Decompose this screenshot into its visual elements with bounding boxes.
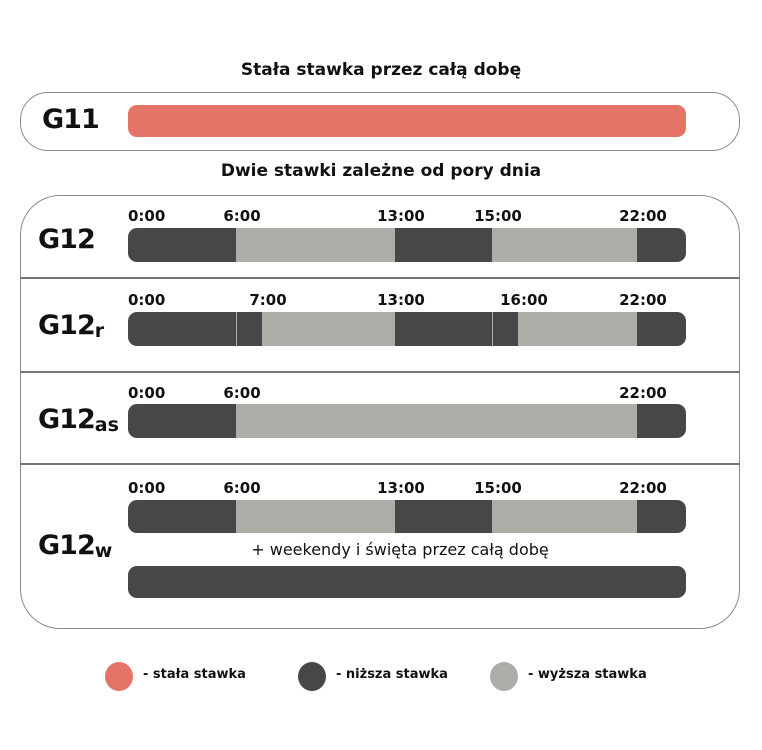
hour-label: 22:00 xyxy=(619,207,667,225)
rate-bar xyxy=(128,228,686,262)
hour-label: 0:00 xyxy=(128,384,166,402)
tariff-code-main: G12 xyxy=(38,224,96,255)
hour-label: 6:00 xyxy=(223,207,261,225)
two-rate-box xyxy=(20,195,740,629)
divider xyxy=(20,371,740,373)
tariff-code-main: G11 xyxy=(42,104,100,135)
rate-bar xyxy=(128,105,686,137)
legend-label: - stała stawka xyxy=(143,667,246,682)
tariff-code: G11 xyxy=(42,104,100,135)
hour-label: 15:00 xyxy=(474,479,522,497)
tariff-code-suffix: w xyxy=(94,540,113,562)
legend-swatch-high xyxy=(490,662,518,691)
divider xyxy=(20,463,740,465)
hour-label: 0:00 xyxy=(128,291,166,309)
g11-box xyxy=(20,92,740,151)
tariff-code: G12as xyxy=(38,404,119,436)
hour-label: 0:00 xyxy=(128,479,166,497)
rate-segment-low xyxy=(128,500,236,533)
rate-segment-low xyxy=(236,312,263,346)
rate-segment-low xyxy=(395,500,492,533)
rate-segment-high xyxy=(236,228,395,262)
tariff-code: G12 xyxy=(38,224,96,255)
rate-segment-high xyxy=(492,228,637,262)
rate-segment-low xyxy=(395,228,492,262)
rate-bar xyxy=(128,566,686,598)
rate-segment-low xyxy=(128,566,686,598)
section-title-fixed: Stała stawka przez całą dobę xyxy=(240,60,522,80)
tariff-code: G12r xyxy=(38,310,105,342)
hour-label: 13:00 xyxy=(377,207,425,225)
rate-bar xyxy=(128,312,686,346)
rate-bar xyxy=(128,500,686,533)
hour-label: 6:00 xyxy=(223,479,261,497)
rate-segment-fixed xyxy=(128,105,686,137)
section-title-two-rates: Dwie stawki zależne od pory dnia xyxy=(220,161,542,181)
tariff-code-main: G12 xyxy=(38,404,96,435)
rate-segment-high xyxy=(262,312,395,346)
tariff-code-suffix: r xyxy=(94,320,105,342)
hour-label: 15:00 xyxy=(474,207,522,225)
rate-segment-low xyxy=(637,228,686,262)
rate-segment-low xyxy=(492,312,519,346)
hour-label: 22:00 xyxy=(619,479,667,497)
hour-label: 16:00 xyxy=(500,291,548,309)
hour-label: 13:00 xyxy=(377,479,425,497)
hour-label: 22:00 xyxy=(619,291,667,309)
tariff-code: G12w xyxy=(38,530,113,562)
rate-segment-high xyxy=(236,500,395,533)
rate-segment-low xyxy=(637,404,686,438)
rate-segment-high xyxy=(518,312,637,346)
hour-label: 13:00 xyxy=(377,291,425,309)
rate-segment-low xyxy=(395,312,492,346)
rate-segment-low xyxy=(637,312,686,346)
tariff-code-main: G12 xyxy=(38,310,96,341)
tariff-code-suffix: as xyxy=(94,414,119,436)
rate-segment-low xyxy=(128,404,236,438)
rate-segment-low xyxy=(128,312,236,346)
hour-label: 0:00 xyxy=(128,207,166,225)
hour-label: 6:00 xyxy=(223,384,261,402)
tariff-code-main: G12 xyxy=(38,530,96,561)
rate-segment-low xyxy=(128,228,236,262)
hour-label: 7:00 xyxy=(249,291,287,309)
weekend-note: + weekendy i święta przez całą dobę xyxy=(251,540,549,559)
legend-label: - wyższa stawka xyxy=(528,667,647,682)
hour-label: 22:00 xyxy=(619,384,667,402)
rate-segment-high xyxy=(236,404,637,438)
rate-bar xyxy=(128,404,686,438)
rate-segment-low xyxy=(637,500,686,533)
rate-segment-high xyxy=(492,500,637,533)
legend-swatch-low xyxy=(298,662,326,691)
legend-swatch-fixed xyxy=(105,662,133,691)
divider xyxy=(20,277,740,279)
legend-label: - niższa stawka xyxy=(336,667,448,682)
